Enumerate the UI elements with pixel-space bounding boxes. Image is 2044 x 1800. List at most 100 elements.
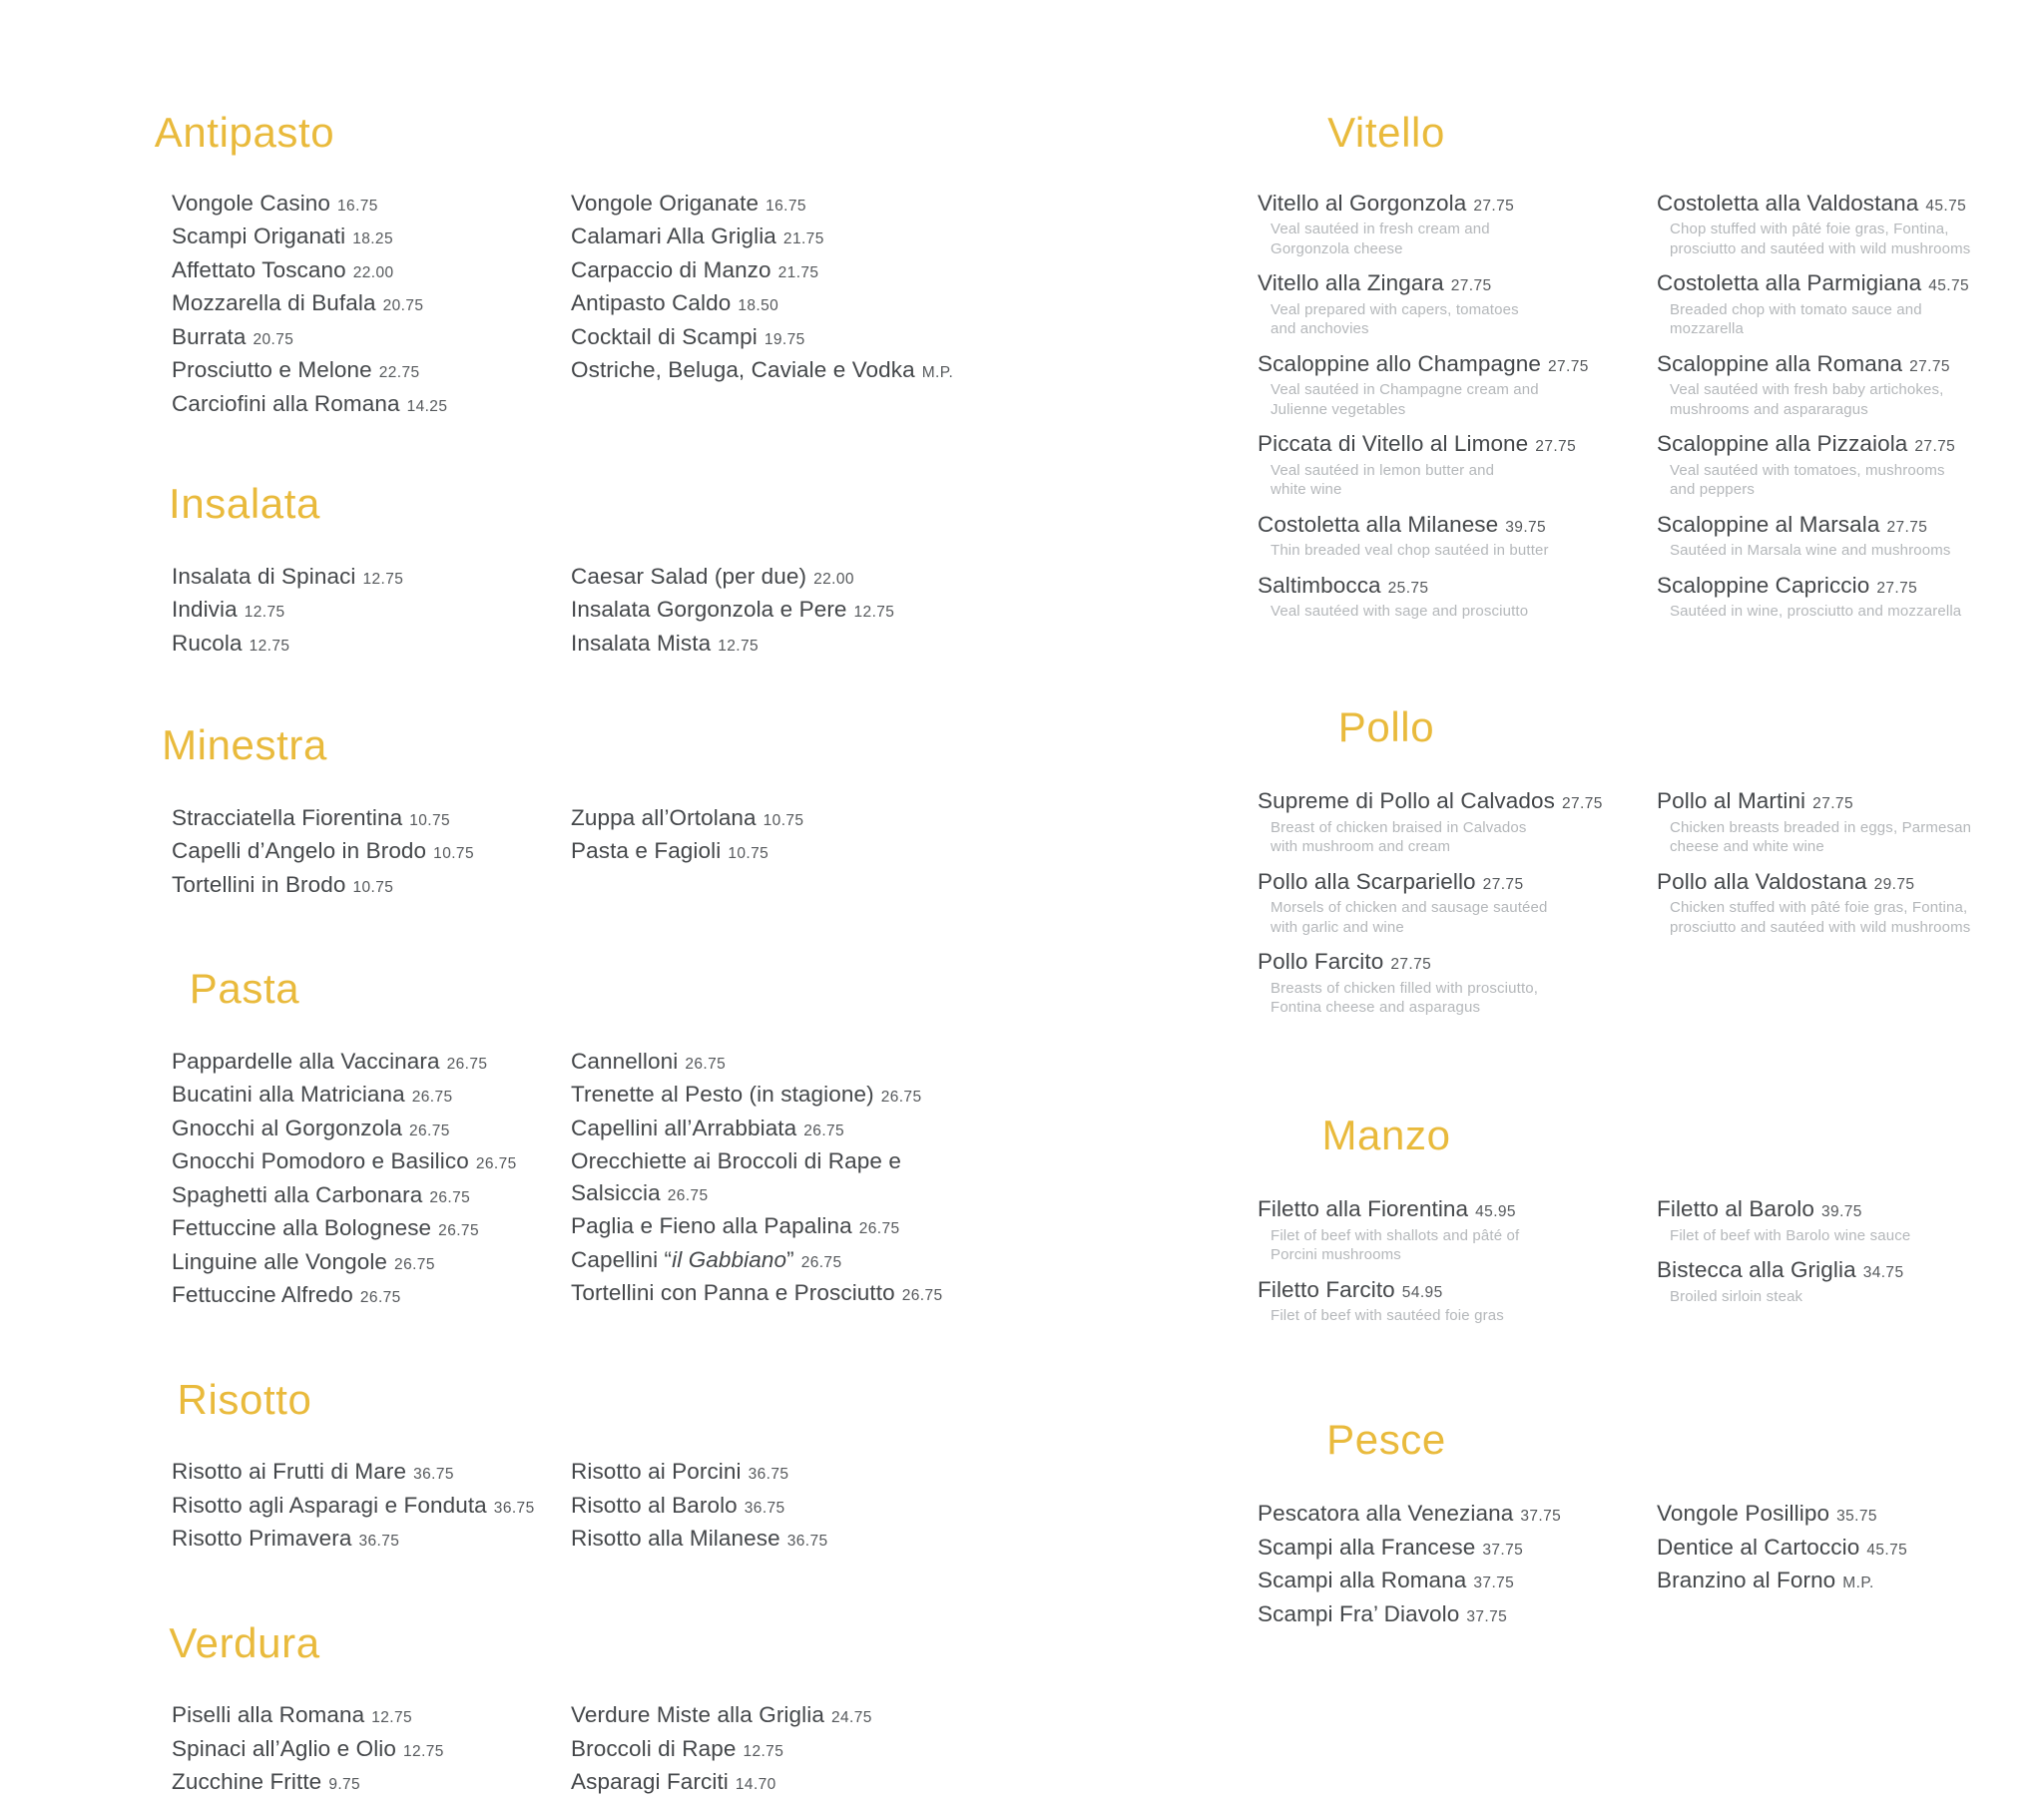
menu-item: Risotto agli Asparagi e Fonduta 36.75: [172, 1490, 571, 1522]
menu-item: Rucola 12.75: [172, 628, 571, 660]
menu-item-name: Dentice al Cartoccio: [1657, 1534, 1860, 1560]
menu-item-name: Tortellini con Panna e Prosciutto: [571, 1280, 895, 1306]
menu-item-price: 35.75: [1836, 1508, 1877, 1526]
menu-column: Filetto alla Fiorentina 45.95 Filet of bee…: [1258, 1193, 1657, 1335]
menu-right-panel: Vitello Vitello al Gorgonzola 27.75 Veal sa…: [1098, 0, 2044, 1682]
menu-item-price: 26.75: [858, 1220, 900, 1238]
menu-item-price: 36.75: [744, 1499, 785, 1517]
menu-item-name: Indivia: [172, 597, 238, 623]
menu-item-line: Indivia 12.75: [172, 594, 571, 626]
menu-item: Bucatini alla Matriciana 26.75: [172, 1079, 571, 1111]
menu-item-line: Mozzarella di Bufala 20.75: [172, 287, 571, 319]
menu-item-name: Capellini all’Arrabbiata: [571, 1115, 797, 1140]
menu-item-name: Scaloppine alla Romana: [1657, 350, 1903, 376]
menu-item-line: Cannelloni 26.75: [571, 1046, 970, 1078]
menu-item-name: Costoletta alla Milanese: [1258, 511, 1499, 537]
menu-item-line: Tortellini in Brodo 10.75: [172, 869, 571, 901]
menu-item-price: 14.25: [406, 397, 448, 415]
menu-item-price: 21.75: [777, 263, 819, 281]
menu-item-price: 36.75: [786, 1533, 828, 1551]
menu-item-line: Risotto alla Milanese 36.75: [571, 1523, 970, 1555]
menu-item: Pescatora alla Veneziana 37.75: [1258, 1498, 1657, 1530]
menu-item-name: Stracciatella Fiorentina: [172, 804, 403, 830]
menu-item-name: Risotto al Barolo: [571, 1492, 738, 1518]
menu-item-price: 12.75: [244, 604, 285, 622]
menu-item: Paglia e Fieno alla Papalina 26.75: [571, 1210, 970, 1242]
menu-item: Stracciatella Fiorentina 10.75: [172, 802, 571, 834]
menu-item-name: Bucatini alla Matriciana: [172, 1082, 405, 1108]
menu-item-line: Scampi alla Francese 37.75: [1258, 1532, 1657, 1564]
menu-item-price: 27.75: [1535, 438, 1577, 456]
section-columns: Insalata di Spinaci 12.75 Indivia 12.75 Ruco…: [0, 561, 1098, 662]
menu-item: Carciofini alla Romana 14.25: [172, 388, 571, 420]
menu-item-description: Morsels of chicken and sausage sautéed w…: [1271, 899, 1548, 936]
menu-item: Dentice al Cartoccio 45.75: [1657, 1532, 2044, 1564]
menu-item-name: Cannelloni: [571, 1048, 679, 1074]
menu-item: Scaloppine allo Champagne 27.75 Veal sauté…: [1258, 348, 1657, 420]
menu-item-price: 26.75: [685, 1055, 727, 1073]
menu-item: Insalata di Spinaci 12.75: [172, 561, 571, 593]
menu-item-price: 37.75: [1482, 1541, 1524, 1559]
menu-item: Linguine alle Vongole 26.75: [172, 1246, 571, 1278]
menu-item-price: 39.75: [1505, 518, 1547, 536]
menu-item-name: Gnocchi al Gorgonzola: [172, 1115, 402, 1140]
menu-item: Pasta e Fagioli 10.75: [571, 835, 970, 867]
menu-item-price: 10.75: [409, 811, 451, 829]
menu-item-line: Zucchine Fritte 9.75: [172, 1766, 571, 1798]
menu-item-price: 37.75: [1466, 1607, 1508, 1625]
menu-item: Tortellini in Brodo 10.75: [172, 869, 571, 901]
menu-item-line: Capellini “il Gabbiano” 26.75: [571, 1244, 970, 1276]
menu-item-line: Scaloppine alla Romana 27.75: [1657, 348, 2044, 380]
menu-item-line: Vongole Posillipo 35.75: [1657, 1498, 2044, 1530]
menu-item-line: Broccoli di Rape 12.75: [571, 1733, 970, 1765]
menu-column: Risotto ai Porcini 36.75 Risotto al Barolo…: [571, 1456, 970, 1557]
menu-item-price: 12.75: [403, 1742, 444, 1760]
menu-item-line: Spaghetti alla Carbonara 26.75: [172, 1179, 571, 1211]
menu-column: Costoletta alla Valdostana 45.75 Chop stuf…: [1657, 188, 2044, 631]
menu-column: Filetto al Barolo 39.75 Filet of beef with…: [1657, 1193, 2044, 1335]
menu-item-name: Antipasto Caldo: [571, 290, 732, 316]
section-columns: Filetto alla Fiorentina 45.95 Filet of bee…: [1098, 1193, 2044, 1335]
menu-item: Cocktail di Scampi 19.75: [571, 321, 970, 353]
menu-item-line: Piselli alla Romana 12.75: [172, 1699, 571, 1731]
menu-item-price: 45.75: [1866, 1541, 1908, 1559]
menu-item: Filetto Farcito 54.95 Filet of beef with s…: [1258, 1274, 1657, 1326]
menu-item-price: 24.75: [830, 1709, 872, 1727]
menu-item: Costoletta alla Milanese 39.75 Thin breade…: [1258, 509, 1657, 561]
menu-item-line: Stracciatella Fiorentina 10.75: [172, 802, 571, 834]
menu-column: Vongole Origanate 16.75 Calamari Alla Grig…: [571, 188, 970, 422]
menu-item-description: Sautéed in Marsala wine and mushrooms: [1670, 542, 1951, 560]
section-heading: Verdura: [169, 1618, 320, 1666]
menu-item: Scampi alla Romana 37.75: [1258, 1565, 1657, 1596]
menu-item: Zuppa all’Ortolana 10.75: [571, 802, 970, 834]
menu-item: Scaloppine Capriccio 27.75 Sautéed in wine…: [1657, 570, 2044, 622]
menu-item: Risotto alla Milanese 36.75: [571, 1523, 970, 1555]
menu-item-price: 26.75: [803, 1122, 845, 1139]
menu-item-line: Verdure Miste alla Griglia 24.75: [571, 1699, 970, 1731]
menu-item-price: 22.00: [813, 570, 854, 588]
menu-item-name: Capellini “il Gabbiano”: [571, 1246, 794, 1272]
menu-item-line: Risotto al Barolo 36.75: [571, 1490, 970, 1522]
menu-item-name: Affettato Toscano: [172, 256, 346, 282]
menu-item-line: Branzino al Forno M.P.: [1657, 1565, 2044, 1596]
menu-column: Cannelloni 26.75 Trenette al Pesto (in sta…: [571, 1046, 970, 1313]
menu-column: Supreme di Pollo al Calvados 27.75 Breast …: [1258, 785, 1657, 1027]
menu-item-description: Filet of beef with sautéed foie gras: [1271, 1307, 1504, 1325]
menu-item-price: 27.75: [1909, 357, 1950, 375]
menu-item-name: Pollo alla Scarpariello: [1258, 868, 1476, 894]
menu-item: Broccoli di Rape 12.75: [571, 1733, 970, 1765]
menu-item-price: 18.25: [352, 230, 393, 248]
menu-item-name: Pescatora alla Veneziana: [1258, 1501, 1514, 1527]
menu-item-name: Vitello al Gorgonzola: [1258, 190, 1467, 216]
menu-item-line: Pollo alla Valdostana 29.75: [1657, 866, 2044, 898]
menu-item-name: Carciofini alla Romana: [172, 390, 400, 416]
menu-item-price: 26.75: [667, 1186, 709, 1204]
menu-item-description: Veal sautéed with sage and prosciutto: [1271, 603, 1529, 621]
menu-item-line: Filetto Farcito 54.95: [1258, 1274, 1657, 1306]
menu-item-price: 27.75: [1886, 518, 1928, 536]
menu-item-line: Spinaci all’Aglio e Olio 12.75: [172, 1733, 571, 1765]
menu-column: Pescatora alla Veneziana 37.75 Scampi alla…: [1258, 1498, 1657, 1631]
menu-item-price: 12.75: [743, 1742, 784, 1760]
menu-item-name: Vitello alla Zingara: [1258, 270, 1444, 296]
menu-column: Verdure Miste alla Griglia 24.75 Broccoli …: [571, 1699, 970, 1800]
